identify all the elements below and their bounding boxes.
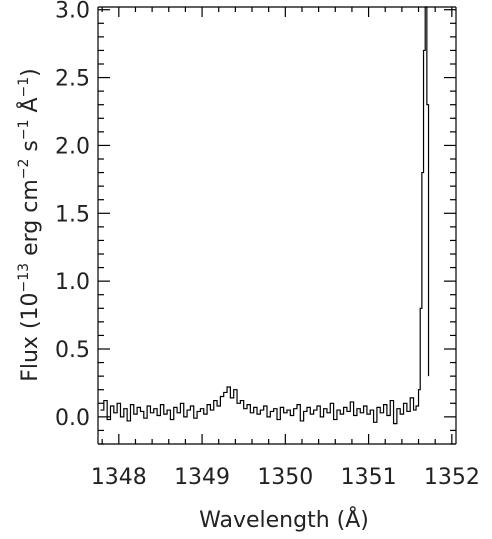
y-axis-title-part-i: ) [18,68,43,77]
y-tick-label-3: 1.5 [55,202,90,227]
y-minor-ticks [98,22,456,445]
y-axis-title-part-c: erg cm [18,179,43,263]
y-axis-title: Flux (10−13 erg cm−2 s−1 Å−1) [16,68,43,382]
x-tick-label-4: 1352 [424,465,480,490]
x-minor-ticks [101,7,436,444]
x-tick-label-2: 1350 [257,465,313,490]
y-tick-labels: 0.0 0.5 1.0 1.5 2.0 2.5 3.0 [55,0,90,431]
y-tick-label-0: 0.0 [55,406,90,431]
y-axis-title-part-a: Flux (10 [18,292,43,381]
y-tick-label-5: 2.5 [55,67,90,92]
x-tick-label-3: 1351 [341,465,397,490]
y-tick-label-2: 1.0 [55,270,90,295]
x-tick-label-0: 1348 [91,465,147,490]
plot-frame [97,6,457,445]
y-axis-title-part-g: Å [16,97,43,119]
x-major-ticks [118,7,453,444]
y-major-ticks [98,9,456,418]
x-tick-labels: 1348 1349 1350 1351 1352 [91,465,480,490]
y-tick-label-6: 3.0 [55,0,90,24]
y-axis-title-exp-f: −1 [16,120,32,141]
y-axis-title-part-e: s [18,140,43,158]
y-axis-title-exp-d: −2 [16,159,32,180]
spectrum-series-line [100,6,430,425]
y-tick-label-1: 0.5 [55,338,90,363]
x-axis-title: Wavelength (Å) [199,506,369,533]
x-tick-label-1: 1349 [174,465,230,490]
y-axis-title-exp-b: −13 [16,263,32,293]
y-tick-label-4: 2.0 [55,134,90,159]
y-axis-title-exp-h: −1 [16,77,32,98]
